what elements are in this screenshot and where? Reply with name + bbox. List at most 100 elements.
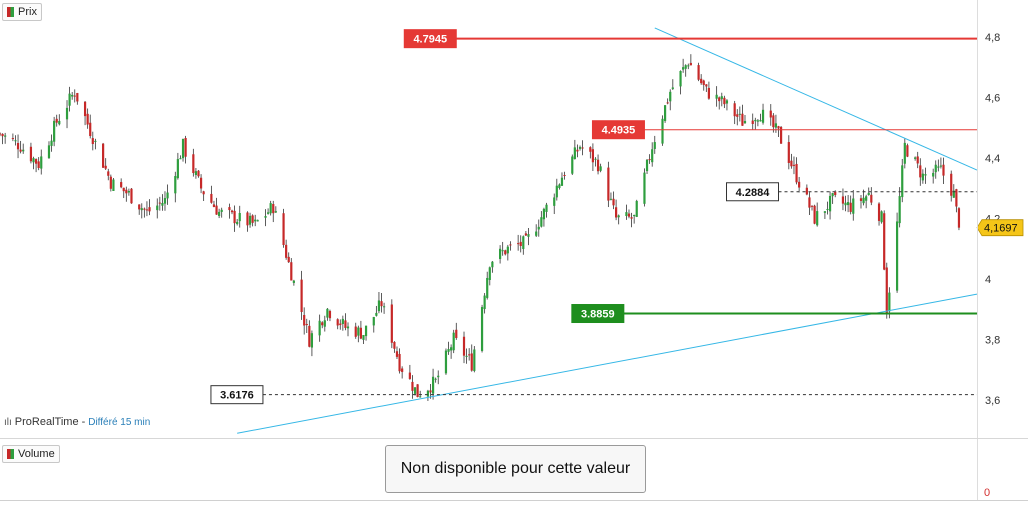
candle-body	[375, 312, 378, 316]
level-dashed[interactable]: 3.6176	[210, 385, 977, 405]
level-label: 3.8859	[581, 309, 615, 321]
candle-body	[362, 334, 365, 340]
volume-indicator-button[interactable]: Volume	[2, 445, 60, 463]
candle-body	[140, 208, 143, 211]
candle-body	[687, 65, 690, 67]
level-label: 3.6176	[220, 390, 254, 402]
candle-body	[145, 209, 149, 211]
candle-body	[486, 277, 489, 298]
candle-body	[633, 214, 636, 217]
candle-body	[599, 166, 602, 171]
candle-body	[377, 300, 381, 312]
candle-body	[138, 204, 141, 210]
candle-body	[91, 138, 94, 145]
trendline-descending[interactable]	[654, 27, 978, 171]
candle-body	[336, 319, 339, 326]
candle-body	[738, 113, 741, 115]
candle-body	[14, 140, 17, 142]
candle-body	[888, 292, 891, 312]
candle-body	[810, 205, 814, 207]
volume-axis-zero-label: 0	[984, 487, 991, 499]
candle-body	[19, 149, 22, 152]
y-tick-label: 3,8	[985, 335, 1000, 347]
candle-body	[795, 163, 798, 183]
level-support[interactable]: 3.8859	[571, 304, 977, 324]
candle-body	[292, 280, 295, 283]
candle-body	[382, 306, 386, 308]
candle-body	[555, 185, 558, 198]
candle-body	[181, 138, 185, 159]
last-price-tag: 4,1697	[976, 219, 1024, 237]
candle-body	[447, 348, 450, 352]
candle-body	[143, 208, 146, 210]
candle-body	[65, 107, 69, 120]
candle-body	[251, 215, 254, 223]
candle-body	[733, 103, 736, 117]
candle-body	[411, 381, 414, 391]
candle-body	[218, 211, 221, 216]
candle-body	[648, 159, 651, 161]
y-tick-label: 4,6	[985, 93, 1000, 105]
candle-body	[957, 208, 961, 228]
candle-body	[937, 166, 940, 168]
candle-body	[870, 194, 873, 203]
candle-body	[725, 100, 729, 104]
level-label: 4.4935	[602, 125, 636, 137]
price-indicator-button[interactable]: Prix	[2, 3, 42, 21]
candle-body	[883, 213, 886, 270]
candle-body	[898, 196, 901, 224]
candle-body	[787, 142, 790, 163]
level-dashed[interactable]: 4.2884	[726, 182, 977, 202]
candle-body	[53, 120, 56, 142]
trendline-ascending[interactable]	[237, 293, 978, 434]
candle-body	[401, 368, 404, 372]
candle-body	[571, 156, 574, 174]
candle-body	[76, 92, 79, 102]
candle-body	[71, 94, 74, 97]
candle-body	[364, 325, 368, 337]
candle-body	[47, 145, 51, 159]
candle-body	[844, 202, 847, 206]
candle-body	[867, 192, 870, 196]
candle-body	[852, 198, 855, 214]
candle-body	[594, 158, 597, 160]
candle-body	[589, 147, 592, 152]
level-label-box	[591, 120, 645, 140]
candle-body	[950, 173, 953, 196]
candle-body	[266, 212, 270, 214]
candle-body	[718, 97, 721, 102]
price-axis-separator	[977, 0, 978, 500]
candle-body	[578, 146, 582, 149]
candle-body	[16, 142, 20, 150]
candle-body	[120, 182, 123, 188]
candle-body	[357, 327, 360, 336]
candle-body	[651, 149, 654, 163]
candle-body	[808, 197, 811, 208]
candle-body	[576, 149, 579, 152]
last-price-label: 4,1697	[984, 223, 1018, 235]
candle-body	[723, 97, 726, 105]
candle-body	[473, 349, 476, 371]
candle-body	[452, 332, 455, 351]
candle-body	[102, 143, 105, 168]
volume-legend-icon	[7, 449, 14, 459]
candle-body	[553, 197, 556, 206]
candle-body	[921, 173, 924, 181]
candle-body	[37, 161, 40, 169]
candle-body	[480, 307, 484, 351]
candles-logo-icon: ılı	[4, 416, 12, 428]
candle-body	[558, 184, 561, 188]
candles	[0, 54, 961, 402]
candle-body	[468, 354, 471, 356]
level-resistance[interactable]: 4.7945	[403, 29, 977, 49]
candle-body	[483, 295, 486, 310]
volume-indicator-label: Volume	[18, 448, 55, 460]
candle-body	[772, 115, 775, 128]
level-resistance-thin[interactable]: 4.4935	[591, 120, 977, 140]
candle-body	[560, 177, 564, 186]
candle-body	[697, 65, 700, 80]
price-indicator-label: Prix	[18, 6, 37, 18]
candle-body	[942, 164, 945, 176]
candle-body	[741, 113, 744, 126]
